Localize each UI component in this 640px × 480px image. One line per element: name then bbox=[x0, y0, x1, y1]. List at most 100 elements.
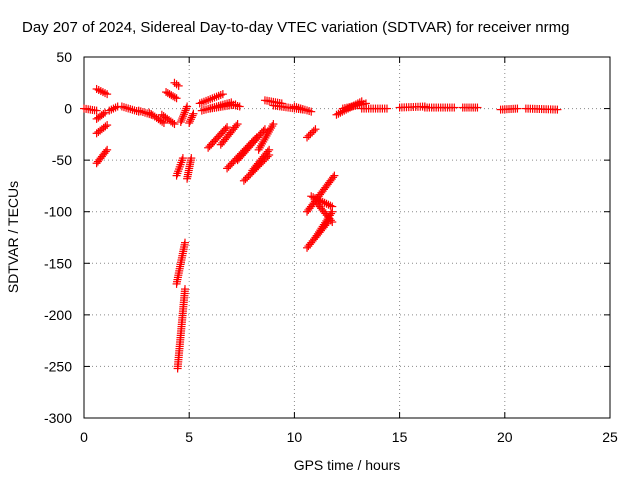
data-point bbox=[186, 115, 195, 124]
y-tick-label: -50 bbox=[52, 152, 72, 168]
data-point bbox=[309, 126, 318, 135]
data-point bbox=[122, 103, 131, 112]
data-point bbox=[221, 124, 230, 133]
data-point bbox=[134, 106, 143, 115]
data-segment-42 bbox=[420, 103, 459, 112]
data-point bbox=[306, 130, 315, 139]
data-point bbox=[268, 122, 277, 131]
data-point bbox=[336, 108, 345, 117]
data-segment-44 bbox=[496, 104, 522, 114]
data-point bbox=[101, 108, 110, 117]
data-point bbox=[179, 112, 188, 121]
data-point bbox=[187, 113, 196, 122]
data-point bbox=[218, 90, 227, 99]
data-segment-35 bbox=[303, 171, 339, 216]
data-point bbox=[168, 118, 177, 127]
data-point bbox=[326, 216, 335, 225]
data-point bbox=[324, 200, 333, 209]
data-point bbox=[553, 105, 562, 114]
data-point bbox=[307, 192, 316, 201]
data-point bbox=[328, 202, 337, 211]
grid-lines bbox=[84, 57, 610, 418]
data-segment-13 bbox=[172, 238, 189, 288]
data-segment-22 bbox=[204, 123, 232, 152]
data-segment-32 bbox=[303, 125, 320, 142]
data-point bbox=[233, 120, 242, 129]
data-point bbox=[322, 199, 331, 208]
data-point bbox=[304, 131, 313, 140]
data-point bbox=[235, 102, 244, 111]
data-point bbox=[163, 89, 172, 98]
data-segment-25 bbox=[233, 125, 269, 165]
data-segment-10 bbox=[162, 88, 181, 103]
data-point bbox=[296, 104, 305, 113]
data-segment-28 bbox=[254, 120, 278, 154]
data-point bbox=[303, 106, 312, 115]
x-tick-label: 10 bbox=[287, 429, 303, 445]
x-axis-label: GPS time / hours bbox=[294, 457, 401, 473]
data-segment-3 bbox=[92, 121, 112, 138]
data-segment-4 bbox=[92, 145, 112, 168]
data-segment-45 bbox=[521, 104, 562, 114]
data-point bbox=[320, 198, 329, 207]
data-point bbox=[103, 121, 112, 130]
data-point bbox=[188, 111, 197, 120]
y-tick-label: -200 bbox=[44, 307, 72, 323]
data-point bbox=[334, 109, 343, 118]
data-point bbox=[119, 103, 128, 112]
y-tick-label: 50 bbox=[56, 49, 72, 65]
data-point bbox=[109, 104, 118, 113]
data-point bbox=[172, 80, 181, 89]
data-point bbox=[265, 145, 274, 154]
data-point bbox=[298, 105, 307, 114]
data-point bbox=[326, 201, 335, 210]
data-point bbox=[103, 145, 112, 154]
data-point bbox=[311, 125, 320, 134]
y-tick-label: -250 bbox=[44, 358, 72, 374]
data-point bbox=[330, 171, 339, 180]
x-tick-label: 5 bbox=[185, 429, 193, 445]
data-point bbox=[174, 81, 183, 90]
x-tick-label: 20 bbox=[497, 429, 513, 445]
y-tick-label: -100 bbox=[44, 204, 72, 220]
data-point bbox=[259, 126, 268, 135]
data-point bbox=[186, 117, 195, 126]
data-segment-17 bbox=[185, 109, 198, 128]
data-segment-27 bbox=[248, 145, 274, 175]
data-point bbox=[136, 107, 145, 116]
data-point bbox=[332, 110, 341, 119]
data-segment-18 bbox=[195, 90, 227, 108]
data-segment-12 bbox=[172, 154, 187, 180]
data-segment-2 bbox=[92, 108, 110, 123]
data-point bbox=[138, 108, 147, 117]
data-point bbox=[300, 105, 309, 114]
data-point bbox=[180, 285, 189, 294]
data-point bbox=[329, 173, 338, 182]
data-point bbox=[308, 128, 317, 137]
data-point bbox=[182, 104, 191, 113]
y-tick-label: -300 bbox=[44, 410, 72, 426]
data-segment-11 bbox=[170, 78, 183, 90]
data-segment-36 bbox=[307, 192, 337, 211]
data-point bbox=[99, 109, 108, 118]
y-axis-label: SDTVAR / TECUs bbox=[5, 181, 21, 293]
data-point bbox=[117, 102, 126, 111]
data-point bbox=[124, 104, 133, 113]
data-segment-0 bbox=[80, 104, 101, 115]
data-point bbox=[101, 147, 110, 156]
data-point bbox=[328, 218, 337, 227]
data-point bbox=[183, 102, 192, 111]
data-point bbox=[294, 103, 303, 112]
data-segment-15 bbox=[176, 102, 192, 126]
x-tick-label: 0 bbox=[80, 429, 88, 445]
data-points bbox=[80, 78, 562, 373]
data-segment-31 bbox=[290, 102, 316, 116]
data-point bbox=[170, 93, 179, 102]
data-point bbox=[126, 105, 135, 114]
data-segment-8 bbox=[145, 108, 168, 128]
data-point bbox=[232, 121, 241, 130]
data-point bbox=[180, 238, 189, 247]
data-point bbox=[263, 147, 272, 156]
data-point bbox=[177, 116, 186, 125]
